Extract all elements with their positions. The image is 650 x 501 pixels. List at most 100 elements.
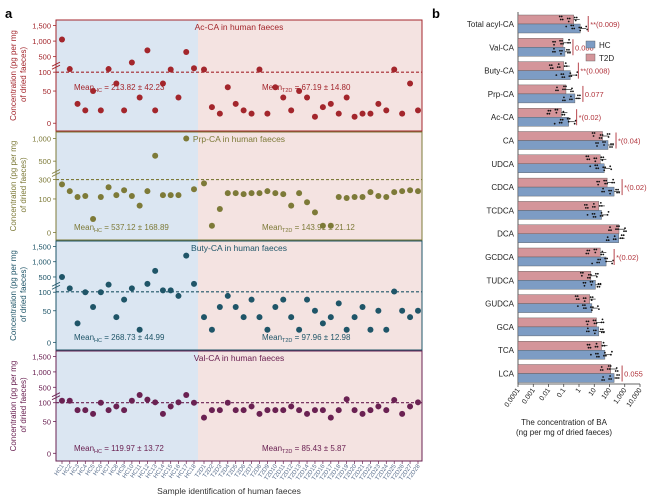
sample-dot xyxy=(575,16,578,19)
sample-dot xyxy=(597,352,599,355)
bar-hc xyxy=(517,47,566,57)
sample-dot xyxy=(553,122,556,125)
sample-dot xyxy=(592,203,595,205)
axis-break-mark xyxy=(51,169,61,174)
sample-dot xyxy=(577,298,580,300)
sample-dot xyxy=(601,318,604,321)
x-tick-label: 100 xyxy=(601,387,613,401)
sample-dot xyxy=(566,117,569,120)
y-axis-label: Concentration (pg per mg of dried faeces… xyxy=(9,250,28,341)
sample-dot xyxy=(575,74,578,76)
sample-dot xyxy=(586,249,589,252)
sample-dot xyxy=(596,355,598,358)
data-point xyxy=(216,110,223,117)
data-point xyxy=(407,80,414,87)
data-point xyxy=(304,296,311,303)
sample-dot xyxy=(607,239,610,242)
sample-dot xyxy=(615,188,617,191)
sample-dot xyxy=(586,343,589,346)
data-point xyxy=(232,304,239,311)
sample-dot xyxy=(601,344,604,347)
sample-dot xyxy=(598,137,601,139)
sample-dot xyxy=(555,89,557,92)
data-point xyxy=(175,292,182,299)
sample-dot xyxy=(586,28,589,31)
data-point xyxy=(144,280,151,287)
data-point xyxy=(375,100,382,107)
data-point xyxy=(128,285,135,292)
sample-dot xyxy=(600,156,603,159)
legend: HC T2D xyxy=(585,40,614,63)
data-point xyxy=(136,94,143,101)
data-point xyxy=(296,88,303,95)
y-tick-label: 0 xyxy=(47,338,51,347)
y-tick-label: 1,000 xyxy=(32,37,51,46)
sample-dot xyxy=(562,88,564,91)
sample-dot xyxy=(586,323,589,326)
sample-dot xyxy=(601,250,604,253)
y-tick-label: 0 xyxy=(47,228,51,237)
y-axis-label: Concentration (pg per mg of dried faeces… xyxy=(9,141,28,232)
data-point xyxy=(375,193,382,200)
data-point xyxy=(351,407,358,414)
category-label: TUDCA xyxy=(486,276,514,285)
sample-dot xyxy=(546,112,549,115)
data-point xyxy=(159,80,166,87)
bar-t2d xyxy=(517,84,567,95)
sample-dot xyxy=(612,238,615,241)
sample-dot xyxy=(609,192,611,195)
sample-dot xyxy=(583,284,586,287)
data-point xyxy=(152,267,159,274)
x-tick-label: 10,000 xyxy=(626,387,644,409)
sample-dot xyxy=(585,155,588,158)
sample-dot xyxy=(562,110,565,113)
data-point xyxy=(383,107,390,114)
sample-dot xyxy=(579,29,582,32)
data-point xyxy=(311,113,318,120)
data-point xyxy=(272,190,279,197)
data-point xyxy=(105,407,112,414)
sample-dot xyxy=(587,155,590,158)
sample-dot xyxy=(595,352,597,355)
data-point xyxy=(224,292,231,299)
sample-dot xyxy=(589,306,592,308)
data-point xyxy=(256,190,263,197)
data-point xyxy=(208,104,215,111)
data-point xyxy=(240,191,247,198)
sample-dot xyxy=(594,329,597,332)
sample-dot xyxy=(594,345,597,348)
x-axis-title: The concentration of BA xyxy=(521,418,607,427)
sample-dot xyxy=(571,98,573,101)
data-point xyxy=(359,410,366,417)
sample-dot xyxy=(580,274,583,277)
y-tick-label: 1,000 xyxy=(32,368,51,377)
data-point xyxy=(367,326,374,333)
data-point xyxy=(391,189,398,196)
sample-dot xyxy=(565,65,568,67)
sample-dot xyxy=(567,51,569,54)
data-point xyxy=(280,191,287,198)
data-point xyxy=(367,189,374,196)
bar-t2d xyxy=(517,271,592,281)
data-point xyxy=(97,399,104,406)
hc-background xyxy=(56,241,198,350)
y-tick-label: 1,500 xyxy=(32,353,51,362)
bar-hc xyxy=(517,186,615,197)
data-point xyxy=(121,407,128,414)
data-point xyxy=(208,326,215,333)
sample-dot xyxy=(600,253,603,256)
category-label: UDCA xyxy=(491,160,514,169)
axis-break-mark xyxy=(51,392,61,398)
sample-dot xyxy=(594,164,597,167)
data-point xyxy=(59,36,65,43)
data-point xyxy=(113,80,120,87)
x-axis-title: Sample identification of human faeces xyxy=(157,486,301,496)
sample-dot xyxy=(589,346,592,349)
data-point xyxy=(304,199,311,206)
bar-t2d xyxy=(517,341,602,351)
sample-dot xyxy=(606,182,609,185)
sample-dot xyxy=(615,377,617,379)
data-point xyxy=(415,188,421,195)
sample-dot xyxy=(604,257,607,260)
sample-dot xyxy=(561,118,564,121)
